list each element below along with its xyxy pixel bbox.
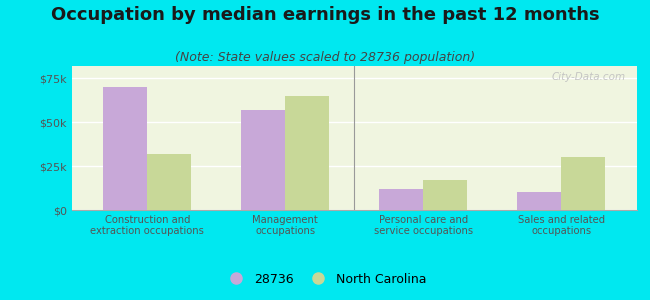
Bar: [148, 154, 192, 210]
Bar: [241, 110, 285, 210]
Bar: [517, 192, 561, 210]
Bar: [285, 96, 330, 210]
Bar: [103, 87, 148, 210]
Bar: [423, 180, 467, 210]
Bar: [561, 157, 605, 210]
Text: Occupation by median earnings in the past 12 months: Occupation by median earnings in the pas…: [51, 6, 599, 24]
Text: City-Data.com: City-Data.com: [552, 72, 626, 82]
Legend: 28736, North Carolina: 28736, North Carolina: [218, 268, 432, 291]
Bar: [379, 189, 423, 210]
Text: (Note: State values scaled to 28736 population): (Note: State values scaled to 28736 popu…: [175, 51, 475, 64]
